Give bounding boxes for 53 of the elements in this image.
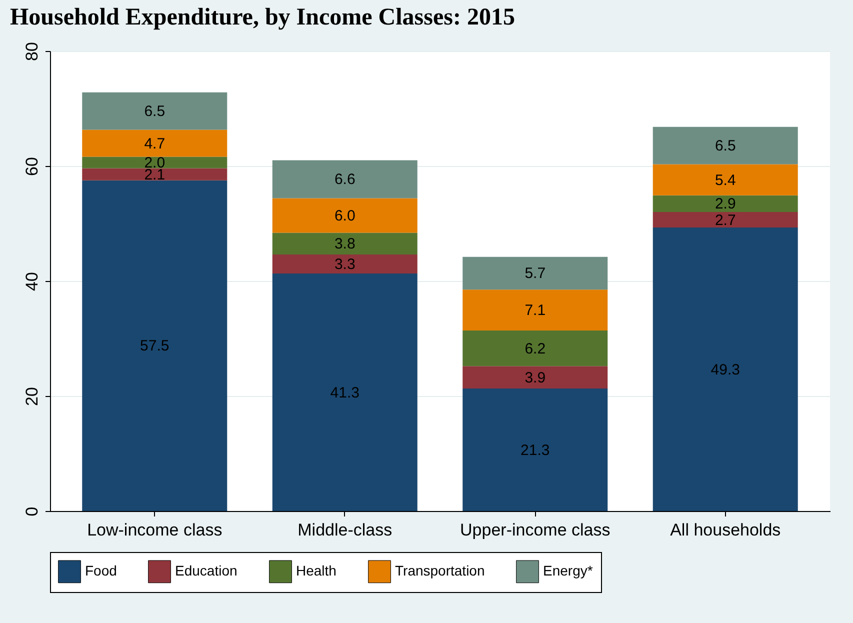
- bar: [652, 212, 798, 228]
- data-label: 57.5: [140, 338, 170, 355]
- data-label: 6.5: [714, 138, 736, 155]
- data-label: 5.7: [524, 265, 546, 282]
- legend-label: Health: [296, 562, 336, 579]
- bar: [82, 156, 228, 168]
- data-label: 4.7: [144, 135, 166, 152]
- x-tick-label: Upper-income class: [460, 520, 610, 540]
- bar: [82, 180, 228, 511]
- chart-title: Household Expenditure, by Income Classes: 2015: [10, 4, 515, 31]
- data-label: 49.3: [710, 361, 740, 378]
- bar: [462, 330, 608, 366]
- data-label: 6.2: [524, 340, 546, 358]
- bar: [272, 232, 418, 255]
- y-tick-label: 80: [22, 42, 42, 61]
- bar: [652, 228, 798, 511]
- y-tick-label: 20: [22, 387, 42, 406]
- x-tick-label: All households: [670, 520, 781, 540]
- bar: [272, 274, 418, 511]
- data-label: 7.1: [524, 302, 546, 320]
- bar: [462, 366, 608, 389]
- bar: [462, 290, 608, 330]
- data-label: 3.9: [524, 369, 546, 386]
- data-label: 2.9: [714, 196, 736, 213]
- legend-label: Food: [85, 562, 117, 579]
- bar: [272, 198, 418, 233]
- bar: [272, 254, 418, 274]
- data-label: 6.6: [334, 171, 356, 188]
- data-label: 6.0: [334, 207, 356, 224]
- bar: [652, 164, 798, 196]
- data-label: 41.3: [330, 384, 360, 402]
- y-tick-label: 0: [22, 506, 42, 516]
- data-label: 6.5: [144, 103, 166, 120]
- bar: [272, 160, 418, 198]
- legend-label: Energy*: [543, 562, 594, 579]
- bar: [82, 168, 228, 180]
- bar: [652, 126, 798, 164]
- data-label: 2.7: [714, 212, 736, 229]
- bar: [82, 92, 228, 130]
- data-label: 3.3: [334, 256, 356, 274]
- x-tick-label: Middle-class: [298, 520, 392, 540]
- y-tick-label: 40: [22, 272, 42, 291]
- data-label: 5.4: [714, 172, 736, 189]
- data-label: 21.3: [520, 442, 550, 459]
- data-label: 3.8: [334, 236, 356, 253]
- legend-label: Education: [175, 562, 238, 579]
- bar: [652, 195, 798, 212]
- bar: [462, 256, 608, 290]
- y-tick-label: 60: [22, 157, 42, 176]
- bar: [82, 130, 228, 157]
- bar: [462, 388, 608, 511]
- x-tick-label: Low-income class: [87, 520, 222, 540]
- legend-label: Transportation: [395, 562, 485, 579]
